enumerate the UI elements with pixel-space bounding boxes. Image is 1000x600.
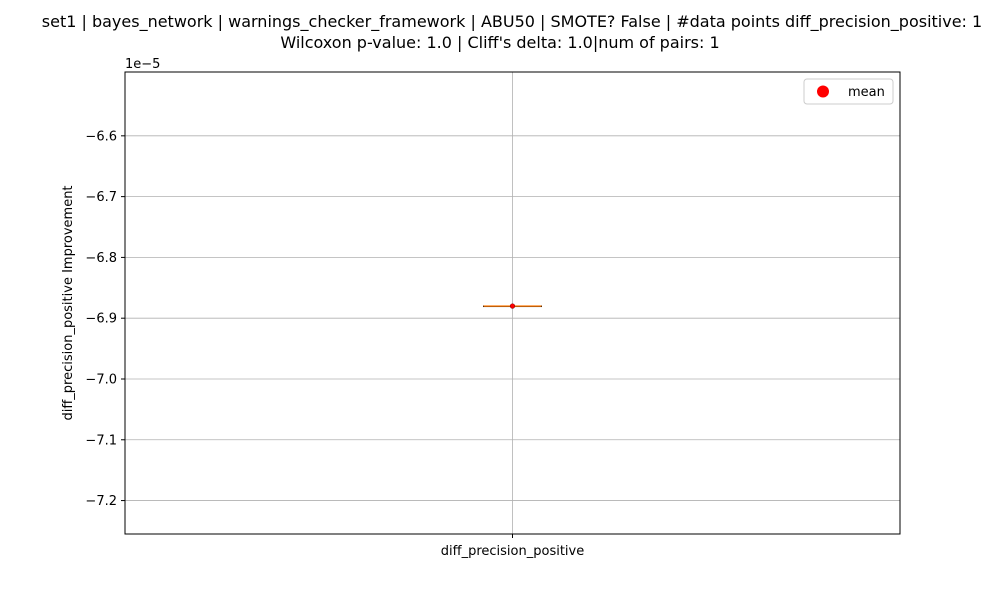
x-axis-ticks: diff_precision_positive — [441, 534, 584, 559]
legend-box — [803, 78, 894, 105]
y-axis-offset-label: 1e−5 — [125, 57, 160, 72]
legend-mean-marker — [817, 85, 829, 98]
y-tick-label: −6.9 — [85, 312, 117, 327]
y-tick-label: −6.6 — [85, 129, 117, 144]
x-tick-label: diff_precision_positive — [441, 544, 584, 559]
mean-marker — [509, 303, 516, 309]
legend: mean — [803, 78, 894, 105]
legend-mean-label: mean — [848, 85, 885, 100]
y-axis-ticks: −6.6 −6.7 −6.8 −6.9 −7.0 −7.1 −7.2 — [85, 129, 125, 509]
y-tick-label: −7.2 — [85, 494, 117, 509]
grid-lines — [125, 72, 900, 534]
y-tick-label: −7.1 — [85, 433, 117, 448]
y-tick-label: −7.0 — [85, 372, 117, 387]
y-tick-label: −6.7 — [85, 190, 117, 205]
chart-subtitle: Wilcoxon p-value: 1.0 | Cliff's delta: 1… — [280, 33, 720, 52]
y-tick-label: −6.8 — [85, 251, 117, 266]
box-elements — [483, 303, 542, 309]
chart-title: set1 | bayes_network | warnings_checker_… — [41, 12, 983, 31]
y-axis-label: diff_precision_positive Improvement — [61, 185, 76, 420]
